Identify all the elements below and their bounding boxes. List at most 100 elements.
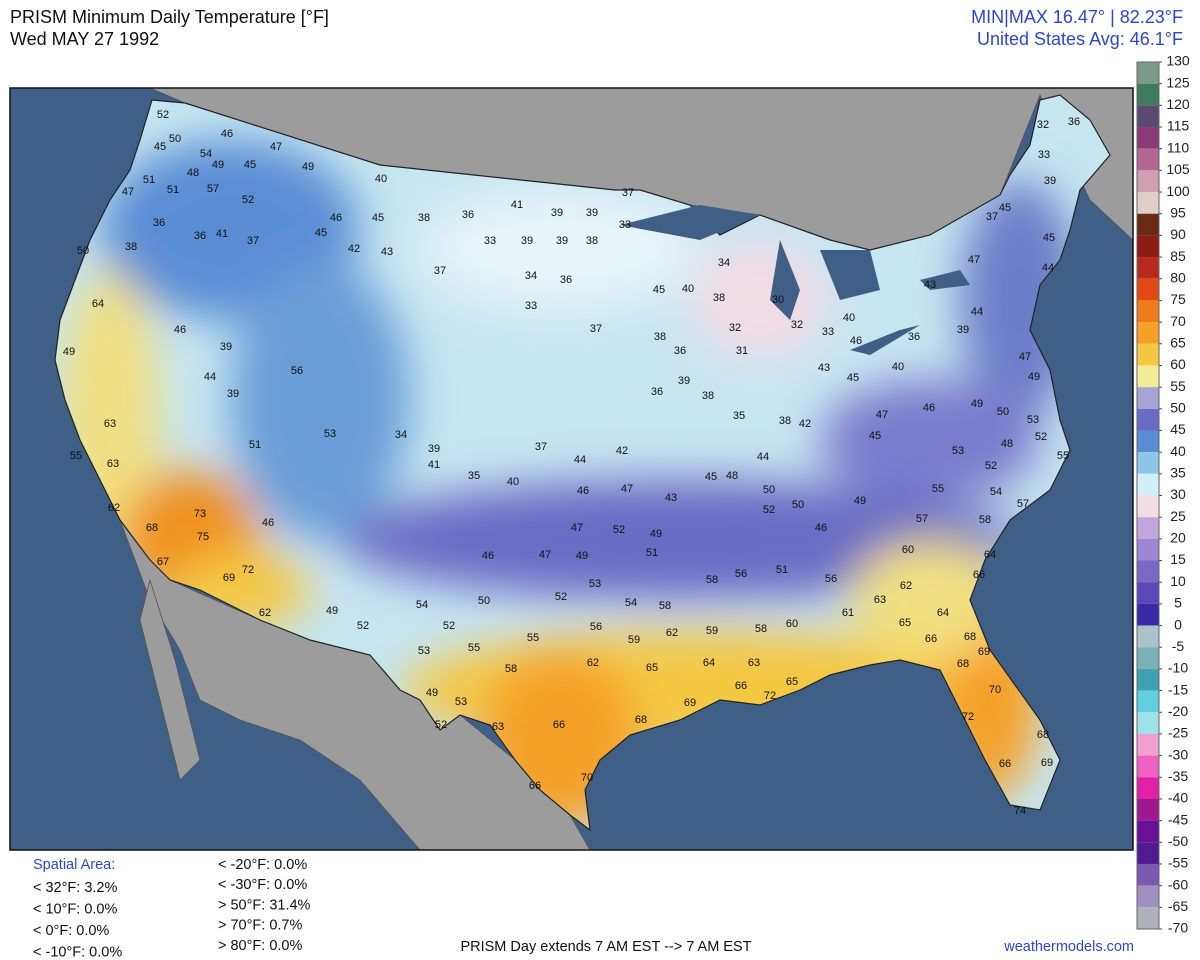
station-temp: 49 — [212, 159, 224, 171]
station-temp: 45 — [315, 227, 327, 239]
station-temp: 60 — [902, 544, 914, 556]
stat-item: < -30°F: 0.0% — [218, 877, 307, 893]
station-temp: 43 — [818, 362, 830, 374]
colorbar-cell — [1137, 798, 1159, 821]
colorbar-label: -45 — [1168, 811, 1188, 827]
station-temp: 50 — [792, 499, 804, 511]
colorbar-cell — [1137, 408, 1159, 431]
station-temp: 70 — [581, 772, 593, 784]
station-temp: 36 — [651, 386, 663, 398]
station-temp: 47 — [122, 186, 134, 198]
colorbar-cell — [1137, 668, 1159, 691]
colorbar-label: 65 — [1170, 334, 1186, 350]
colorbar-label: -40 — [1168, 790, 1188, 806]
station-temp: 66 — [553, 719, 565, 731]
station-temp: 36 — [674, 345, 686, 357]
colorbar-label: 100 — [1166, 183, 1190, 199]
station-temp: 47 — [968, 254, 980, 266]
station-temp: 65 — [646, 662, 658, 674]
station-temp: 33 — [822, 326, 834, 338]
station-temp: 52 — [242, 194, 254, 206]
colorbar-label: 120 — [1166, 96, 1190, 112]
station-temp: 51 — [143, 174, 155, 186]
station-temp: 50 — [169, 133, 181, 145]
station-temp: 66 — [735, 680, 747, 692]
station-temp: 39 — [220, 341, 232, 353]
station-temp: 51 — [646, 547, 658, 559]
stat-item: < 0°F: 0.0% — [33, 923, 109, 939]
station-temp: 66 — [925, 633, 937, 645]
station-temp: 37 — [247, 235, 259, 247]
station-temp: 54 — [990, 486, 1002, 498]
colorbar-label: -10 — [1168, 660, 1188, 676]
station-temp: 46 — [850, 335, 862, 347]
colorbar-label: 70 — [1170, 313, 1186, 329]
colorbar-label: 130 — [1166, 53, 1190, 69]
station-temp: 72 — [764, 690, 776, 702]
colorbar-label: 95 — [1170, 204, 1186, 220]
station-temp: 58 — [755, 623, 767, 635]
station-temp: 39 — [678, 375, 690, 387]
station-temp: 46 — [815, 522, 827, 534]
station-temp: 56 — [291, 365, 303, 377]
station-temp: 51 — [249, 439, 261, 451]
station-temp: 50 — [77, 245, 89, 257]
field-blob — [230, 260, 410, 540]
station-temp: 46 — [330, 212, 342, 224]
colorbar-cell — [1137, 842, 1159, 864]
stat-item: < 10°F: 0.0% — [33, 901, 117, 917]
station-temp: 34 — [718, 257, 730, 269]
station-temp: 42 — [348, 243, 360, 255]
station-temp: 70 — [989, 684, 1001, 696]
station-temp: 54 — [200, 148, 212, 160]
station-temp: 46 — [923, 402, 935, 414]
station-temp: 48 — [726, 470, 738, 482]
station-temp: 36 — [194, 230, 206, 242]
station-temp: 51 — [167, 184, 179, 196]
station-temp: 49 — [576, 550, 588, 562]
station-temp: 73 — [194, 508, 206, 520]
station-temp: 62 — [108, 502, 120, 514]
colorbar-cell — [1137, 148, 1159, 171]
station-temp: 49 — [650, 528, 662, 540]
station-temp: 64 — [703, 657, 715, 669]
station-temp: 57 — [1017, 498, 1029, 510]
station-temp: 63 — [107, 458, 119, 470]
colorbar-cell — [1137, 495, 1159, 518]
station-temp: 56 — [825, 573, 837, 585]
station-temp: 75 — [197, 531, 209, 543]
station-temp: 63 — [874, 594, 886, 606]
station-temp: 35 — [733, 410, 745, 422]
station-temp: 66 — [999, 758, 1011, 770]
station-temp: 55 — [932, 483, 944, 495]
colorbar-cell — [1137, 560, 1159, 583]
colorbar-label: -70 — [1168, 920, 1188, 936]
station-temp: 53 — [952, 445, 964, 457]
colorbar-cell — [1137, 517, 1159, 539]
station-temp: 59 — [628, 634, 640, 646]
station-temp: 44 — [757, 451, 769, 463]
day-note: PRISM Day extends 7 AM EST --> 7 AM EST — [460, 939, 751, 955]
station-temp: 55 — [1057, 450, 1069, 462]
colorbar-label: -30 — [1168, 746, 1188, 762]
station-temp: 36 — [560, 274, 572, 286]
colorbar-label: 5 — [1174, 595, 1182, 611]
colorbar-label: 30 — [1170, 486, 1186, 502]
stat-item: < -10°F: 0.0% — [33, 944, 122, 960]
station-temp: 36 — [153, 217, 165, 229]
colorbar-label: 80 — [1170, 269, 1186, 285]
station-temp: 37 — [434, 265, 446, 277]
station-temp: 68 — [635, 714, 647, 726]
field-blob — [820, 380, 1040, 500]
station-temp: 41 — [428, 459, 440, 471]
station-temp: 62 — [259, 607, 271, 619]
colorbar-label: 40 — [1170, 443, 1186, 459]
station-temp: 43 — [924, 279, 936, 291]
station-temp: 39 — [521, 235, 533, 247]
station-temp: 33 — [619, 219, 631, 231]
station-temp: 40 — [843, 312, 855, 324]
colorbar-cell — [1137, 365, 1159, 388]
station-temp: 61 — [842, 607, 854, 619]
station-temp: 45 — [1043, 232, 1055, 244]
colorbar-cell — [1137, 170, 1159, 193]
